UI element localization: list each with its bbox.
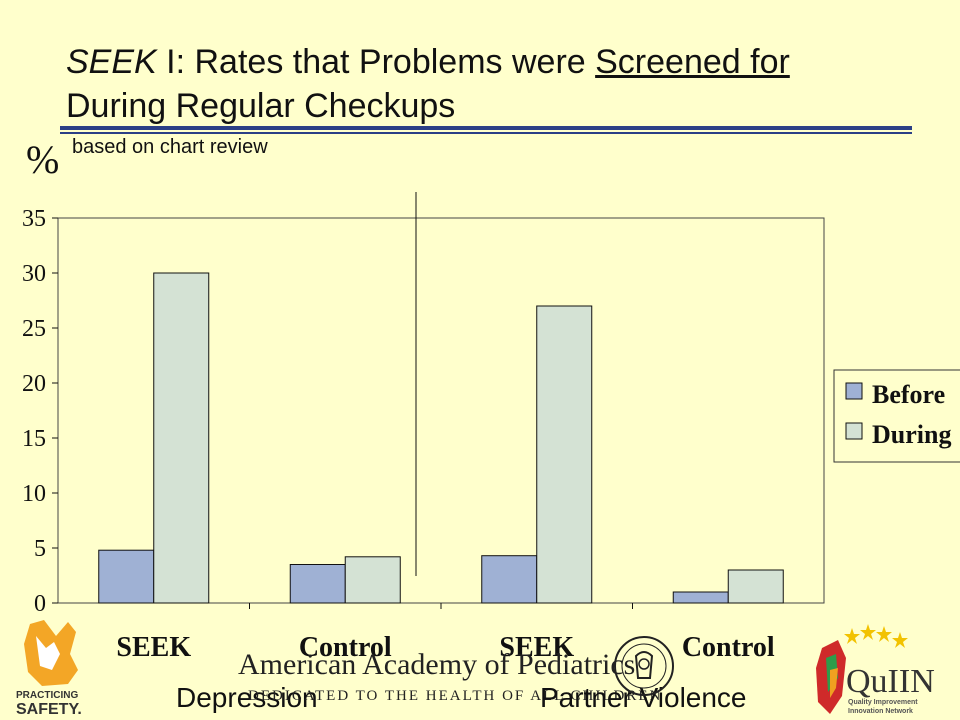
quiin-logo-sub2: Innovation Network	[848, 708, 913, 715]
chart-subtitle: based on chart review	[72, 136, 268, 158]
quiin-logo: QuIIN Quality Improvement Innovation Net…	[816, 624, 935, 715]
y-axis-label: %	[26, 137, 60, 182]
practicing-safety-logo: PRACTICING SAFETY.	[16, 620, 82, 718]
legend-label: Before	[872, 380, 945, 409]
category-label: Control	[682, 632, 775, 660]
aap-seal-logo	[614, 636, 674, 696]
y-tick-label: 25	[22, 316, 46, 342]
title-rule-thick	[60, 126, 912, 130]
title-line2: During Regular Checkups	[66, 87, 456, 125]
bar-chart: 0 5 10 15 20 25 30 35 SEEK Control SEEK Control Befo…	[22, 192, 960, 660]
bar-before	[98, 549, 155, 604]
practicing-safety-line1: PRACTICING	[16, 690, 78, 701]
legend-box	[833, 369, 960, 463]
bar-during	[727, 569, 784, 604]
bar-before	[289, 564, 346, 604]
category-label: SEEK	[116, 632, 191, 660]
practicing-safety-line2: SAFETY.	[16, 701, 82, 718]
legend-swatch	[845, 422, 863, 440]
title-rule-thin	[60, 132, 912, 134]
y-tick-label: 10	[22, 481, 46, 507]
legend-swatch	[845, 382, 863, 400]
group-label-depression: Depression	[176, 682, 318, 713]
y-tick-label: 5	[34, 536, 46, 562]
y-tick-label: 30	[22, 261, 46, 287]
aap-tagline: DEDICATED TO THE HEALTH OF ALL CHILDREN	[248, 688, 663, 704]
bar-before	[672, 591, 729, 604]
bar-during	[153, 272, 210, 604]
group-label-partner-violence: Partner Violence	[540, 682, 747, 713]
quiin-logo-text: QuIIN	[846, 663, 935, 700]
title-underlined: Screened for	[595, 43, 790, 81]
quiin-logo-sub1: Quality Improvement	[848, 699, 918, 706]
title-seek: SEEK	[66, 43, 157, 81]
category-label: Control	[299, 632, 392, 660]
chart-title: SEEK I: Rates that Problems were Screene…	[66, 40, 936, 128]
y-tick-label: 15	[22, 426, 46, 452]
title-middle: I: Rates that Problems were	[156, 43, 596, 81]
y-tick-label: 35	[22, 206, 46, 232]
bar-during	[344, 556, 401, 604]
bar-before	[481, 555, 538, 604]
bar-during	[536, 305, 593, 604]
y-tick-label: 20	[22, 371, 46, 397]
category-label: SEEK	[499, 632, 574, 660]
legend-label: During	[872, 420, 951, 449]
aap-name: American Academy of Pediatrics	[238, 648, 636, 681]
y-tick-label: 0	[34, 591, 46, 617]
